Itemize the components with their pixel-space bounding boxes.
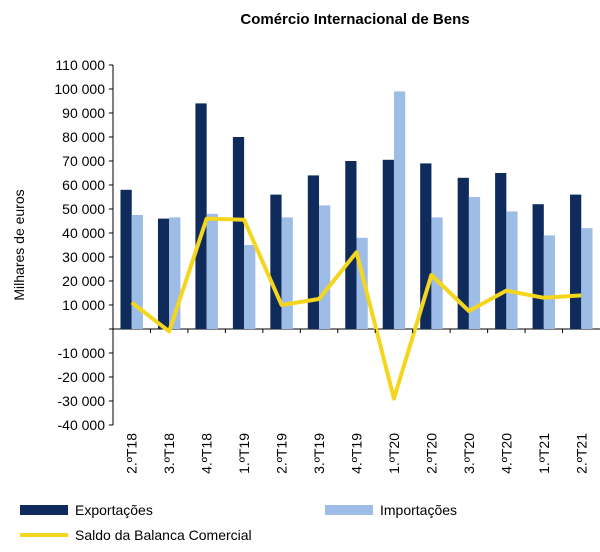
y-axis-label: Milhares de euros [11,189,27,300]
chart-title: Comércio Internacional de Bens [240,11,469,28]
x-tick-label: 4.ºT18 [199,433,215,474]
bar [457,177,469,329]
x-tick-label: 2.ºT18 [124,433,140,474]
x-tick-label: 2.ºT20 [423,433,439,474]
bar [543,235,556,329]
y-tick-label: 90 000 [62,105,105,121]
y-tick-label: 50 000 [62,201,105,217]
bar [468,197,481,329]
x-tick-label: 4.ºT20 [498,433,514,474]
bar [206,213,218,329]
y-tick-label: 60 000 [62,177,105,193]
y-tick-label: 40 000 [62,225,105,241]
x-tick-label: 3.ºT18 [161,433,177,474]
y-tick-label: -20 000 [58,369,106,385]
bar [232,137,245,329]
bar [570,194,582,329]
line [130,216,582,401]
x-tick-label: 2.ºT19 [274,433,290,474]
legend-swatch [20,505,68,515]
x-tick-label: 3.ºT20 [461,433,477,474]
bar [270,194,282,329]
x-tick-label: 4.ºT19 [349,433,365,474]
legend-label: Exportações [75,502,153,518]
x-tick-label: 3.ºT19 [311,433,327,474]
y-tick-label: 20 000 [62,273,105,289]
y-tick-label: -10 000 [58,345,106,361]
legend-swatch [325,505,373,515]
legend-label: Importações [380,502,457,518]
bar [169,217,181,329]
bar [581,228,593,329]
x-tick-label: 1.ºT20 [386,433,402,474]
bar [532,204,544,329]
x-tick-label: 1.ºT19 [236,433,252,474]
bar [131,215,143,329]
bar [157,218,170,329]
bar [393,91,406,330]
bar [120,189,132,329]
y-tick-label: 110 000 [55,57,105,73]
bar [356,237,368,329]
bar [195,103,207,330]
y-tick-label: -40 000 [58,417,106,433]
bar [382,159,394,329]
bar [506,211,518,329]
legend-label: Saldo da Balanca Comercial [75,527,252,543]
bar [319,205,331,329]
x-tick-label: 2.ºT21 [573,433,589,474]
bar [431,217,443,329]
bar [495,173,507,329]
y-tick-label: -30 000 [58,393,106,409]
y-tick-label: 70 000 [62,153,105,169]
y-tick-label: 10 000 [62,297,105,313]
bar [420,163,432,329]
y-tick-label: 80 000 [62,129,105,145]
bar [281,217,293,329]
x-tick-label: 1.ºT21 [536,433,552,474]
bar [244,245,256,329]
bar [345,161,357,329]
y-tick-label: 100 000 [54,81,105,97]
bar [307,175,320,329]
y-tick-label: 30 000 [62,249,105,265]
